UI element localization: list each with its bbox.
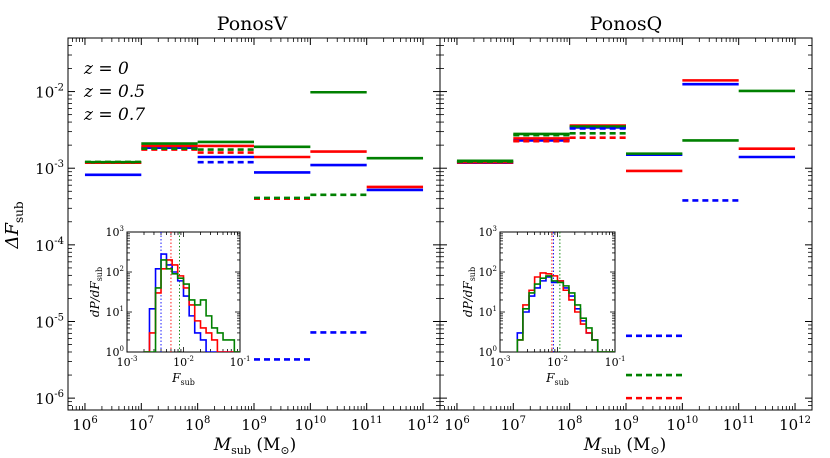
inset-panels: 10-3 10-2 10-1100101102103FsubdP/dFsub10-3… xyxy=(88,225,625,387)
svg-text:dP/dFsub: dP/dFsub xyxy=(461,267,477,317)
histogram-series xyxy=(144,259,240,352)
legend: z = 0 z = 0.5 z = 0.7 xyxy=(83,59,145,125)
panel-ponosv: 106 107 108 109 1010 1011 1012 10-6 10-5 10-4 10-3… xyxy=(35,37,441,434)
y-tick-label: 10-4 xyxy=(35,236,64,255)
x-tick-label: 1011 xyxy=(351,415,383,434)
x-tick-label: 106 xyxy=(444,415,469,434)
x-tick-label: 107 xyxy=(501,415,526,434)
x-tick-label: 1010 xyxy=(666,415,698,434)
histograms xyxy=(516,272,615,352)
x-tick-label: 108 xyxy=(557,415,582,434)
inset-y-tick-label: 101 xyxy=(106,305,124,319)
inset-x-tick-label: 10-2 xyxy=(547,355,568,369)
inset-y-tick-label: 100 xyxy=(479,345,497,359)
panel-ponosq: 106 107 108 109 1010 1011 1012 xyxy=(439,37,813,434)
y-tick-label: 10-5 xyxy=(35,312,64,331)
inset-y-axis-label: dP/dFsub xyxy=(461,267,477,317)
panel-title-right: PonosQ xyxy=(590,13,662,35)
legend-entry-z07: z = 0.7 xyxy=(83,105,145,125)
inset-x-axis-label: Fsub xyxy=(171,371,195,387)
segments xyxy=(84,90,424,361)
x-tick-label: 1012 xyxy=(779,415,811,434)
inset-x-tick-label: 10-1 xyxy=(230,355,251,369)
y-axis-label: ΔFsub xyxy=(2,201,26,249)
inset-x-axis-label: Fsub xyxy=(545,371,569,387)
svg-text:ΔFsub: ΔFsub xyxy=(2,201,26,249)
histogram-series xyxy=(516,275,615,352)
histograms xyxy=(144,253,240,352)
x-tick-label: 109 xyxy=(241,415,266,434)
x-tick-label: 1011 xyxy=(723,415,755,434)
y-tick-label: 10-2 xyxy=(35,83,64,102)
x-tick-label: 1012 xyxy=(407,415,439,434)
x-axis-label-right: Msub (M⊙) xyxy=(583,435,667,457)
x-tick-label: 109 xyxy=(613,415,638,434)
panel-title-left: PonosV xyxy=(217,13,288,35)
x-tick-label: 108 xyxy=(185,415,210,434)
x-tick-label: 1010 xyxy=(294,415,326,434)
inset-y-tick-label: 103 xyxy=(106,225,124,239)
inset-y-tick-label: 102 xyxy=(479,265,497,279)
x-axis-label-left: Msub (M⊙) xyxy=(213,435,297,457)
inset-y-tick-label: 100 xyxy=(106,345,124,359)
segments xyxy=(456,79,796,400)
inset-x-tick-label: 10-2 xyxy=(173,355,194,369)
inset-y-tick-label: 103 xyxy=(479,225,497,239)
y-tick-label: 10-3 xyxy=(35,159,64,178)
inset-y-tick-label: 101 xyxy=(479,305,497,319)
inset-x-tick-label: 10-3 xyxy=(117,355,138,369)
histogram-series xyxy=(144,253,240,352)
inset-x-tick-label: 10-1 xyxy=(605,355,626,369)
svg-text:dP/dFsub: dP/dFsub xyxy=(88,267,104,317)
legend-entry-z0: z = 0 xyxy=(83,59,129,79)
x-tick-label: 106 xyxy=(72,415,97,434)
inset-y-tick-label: 102 xyxy=(106,265,124,279)
main-panels: 106 107 108 109 1010 1011 1012 10-6 10-5 10-4 10-3… xyxy=(35,37,813,434)
inset-ponosq: 10-3 10-2 10-1 100 101 102 103 Fsub dP/dFsub xyxy=(461,225,625,387)
x-tick-label: 107 xyxy=(129,415,154,434)
inset-x-tick-label: 10-3 xyxy=(490,355,511,369)
inset-ponosv: 10-3 10-2 10-1 100 101 102 103 Fsub dP/dFsub xyxy=(88,225,250,387)
legend-entry-z05: z = 0.5 xyxy=(83,82,145,102)
plot-frame xyxy=(439,37,813,411)
inset-y-axis-label: dP/dFsub xyxy=(88,267,104,317)
y-tick-label: 10-6 xyxy=(35,389,64,408)
